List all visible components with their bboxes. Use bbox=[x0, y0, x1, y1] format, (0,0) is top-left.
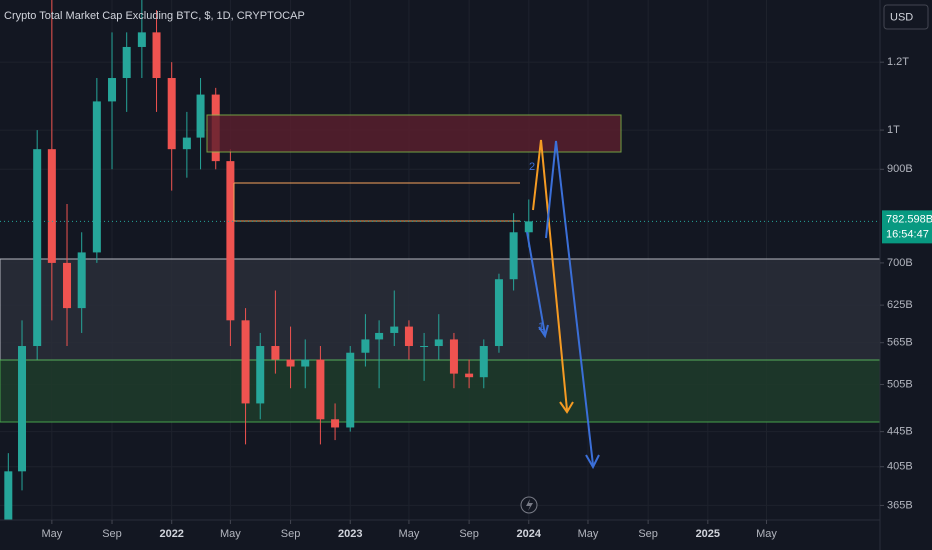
candle-body bbox=[33, 149, 42, 347]
candle-body bbox=[256, 346, 265, 404]
y-tick-label: 565B bbox=[887, 337, 913, 349]
candle-body bbox=[301, 359, 310, 367]
x-tick-label: May bbox=[756, 528, 777, 540]
candle-body bbox=[509, 232, 518, 280]
candle-body bbox=[375, 332, 384, 340]
candle-body bbox=[241, 320, 250, 404]
chart-title: Crypto Total Market Cap Excluding BTC, $… bbox=[4, 10, 305, 22]
candle-body bbox=[420, 346, 429, 348]
x-tick-label: May bbox=[578, 528, 599, 540]
candle-body bbox=[182, 137, 191, 150]
candle-body bbox=[346, 352, 355, 428]
candle-body bbox=[316, 359, 325, 420]
y-tick-label: 625B bbox=[887, 299, 913, 311]
candle-body bbox=[494, 279, 503, 347]
axes: 1.2T 1T 900B 700B 625B 565B 505B 445B 405B 365B Ma… bbox=[41, 56, 932, 540]
resistance-zone bbox=[206, 114, 622, 153]
arrow-path bbox=[526, 231, 546, 336]
candle-body bbox=[449, 339, 458, 374]
candle-body bbox=[4, 471, 13, 520]
x-tick-label: May bbox=[220, 528, 241, 540]
arrow-head bbox=[559, 401, 574, 414]
candle-body bbox=[77, 252, 86, 309]
currency-label: USD bbox=[890, 11, 913, 23]
support-zone bbox=[0, 359, 881, 423]
y-tick-label: 900B bbox=[887, 163, 913, 175]
y-tick-label: 1.2T bbox=[887, 56, 909, 68]
last-price-label: 782.598B bbox=[886, 213, 932, 225]
candle-body bbox=[479, 346, 488, 378]
candle-body bbox=[226, 161, 235, 321]
x-tick-label: Sep bbox=[459, 528, 479, 540]
candle-body bbox=[137, 32, 146, 47]
y-tick-label: 505B bbox=[887, 378, 913, 390]
countdown: 16:54:47 bbox=[886, 228, 929, 240]
replay-icon bbox=[526, 499, 533, 511]
price-axis bbox=[880, 0, 932, 550]
candle-body bbox=[524, 221, 533, 233]
candles bbox=[4, 0, 533, 520]
x-tick-label: 2022 bbox=[159, 528, 183, 540]
currency-button[interactable] bbox=[883, 4, 929, 30]
candle-body bbox=[122, 46, 131, 79]
x-tick-label: 2025 bbox=[696, 528, 720, 540]
candle-body bbox=[465, 373, 474, 378]
candle-body bbox=[167, 78, 176, 150]
candle-body bbox=[92, 101, 101, 253]
candle-body bbox=[63, 262, 72, 309]
y-tick-label: 445B bbox=[887, 426, 913, 438]
candle-body bbox=[404, 326, 413, 347]
arrow-path bbox=[545, 140, 594, 466]
time-axis bbox=[0, 520, 880, 550]
y-tick-label: 700B bbox=[887, 257, 913, 269]
candle-body bbox=[18, 346, 27, 472]
x-tick-label: May bbox=[41, 528, 62, 540]
last-price-badge bbox=[882, 210, 932, 244]
y-tick-label: 365B bbox=[887, 499, 913, 511]
candle-body bbox=[361, 339, 370, 353]
candle-body bbox=[390, 326, 399, 333]
x-tick-label: Sep bbox=[638, 528, 658, 540]
y-tick-label: 405B bbox=[887, 461, 913, 473]
y-tick-label: 1T bbox=[887, 124, 900, 136]
arrow-head bbox=[538, 324, 549, 339]
arrow-head bbox=[585, 454, 600, 470]
x-tick-label: 2024 bbox=[517, 528, 542, 540]
annotation-label: 2 bbox=[529, 161, 535, 173]
annotation-label: 1 bbox=[538, 321, 544, 333]
candle-body bbox=[331, 419, 340, 428]
arrow-path bbox=[532, 139, 568, 411]
candle-body bbox=[434, 339, 443, 347]
x-tick-label: Sep bbox=[281, 528, 301, 540]
x-tick-label: Sep bbox=[102, 528, 122, 540]
candle-body bbox=[196, 94, 205, 138]
candle-body bbox=[108, 78, 117, 102]
candle-body bbox=[271, 346, 280, 360]
candle-body bbox=[47, 149, 56, 263]
x-tick-label: May bbox=[399, 528, 420, 540]
candle-body bbox=[286, 359, 295, 367]
candle-body bbox=[152, 32, 161, 79]
x-tick-label: 2023 bbox=[338, 528, 362, 540]
